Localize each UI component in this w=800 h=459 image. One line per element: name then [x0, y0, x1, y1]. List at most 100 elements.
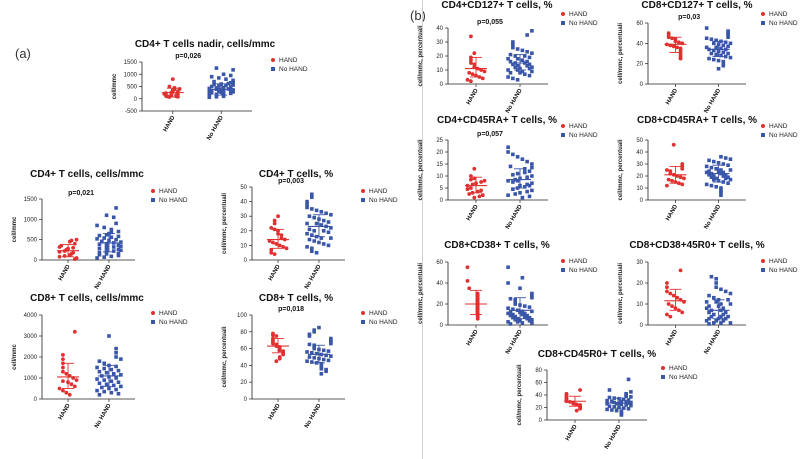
data-point-no-hand — [97, 393, 102, 397]
data-point-no-hand — [726, 298, 730, 302]
data-point-no-hand — [207, 95, 212, 100]
x-tick-label: No HAND — [304, 402, 323, 429]
data-point-hand — [72, 384, 77, 389]
data-point-no-hand — [530, 295, 534, 300]
x-tick-label: HAND — [665, 328, 679, 347]
data-point-no-hand — [525, 175, 529, 179]
data-point-no-hand — [513, 302, 518, 306]
data-point-no-hand — [312, 229, 316, 233]
data-point-no-hand — [726, 31, 730, 35]
data-point-hand — [666, 35, 671, 40]
data-point-no-hand — [522, 311, 527, 316]
chart-title: CD4+ T cells, % — [259, 169, 333, 180]
data-point-no-hand — [506, 145, 510, 149]
data-point-no-hand — [530, 293, 534, 298]
data-point-no-hand — [704, 45, 709, 50]
data-point-no-hand — [719, 186, 723, 190]
legend-label: HAND — [159, 310, 178, 317]
data-point-no-hand — [212, 79, 216, 84]
data-point-no-hand — [114, 237, 118, 242]
data-point-no-hand — [506, 193, 510, 197]
y-axis-label: cell/mmc, percentuali — [418, 263, 424, 324]
x-tick-label: HAND — [58, 402, 72, 421]
data-point-no-hand — [719, 193, 723, 197]
data-point-no-hand — [624, 403, 628, 407]
y-tick-label: 5 — [440, 186, 444, 192]
data-point-hand — [671, 44, 676, 49]
data-point-hand — [465, 265, 470, 270]
data-point-no-hand — [716, 58, 721, 63]
data-point-no-hand — [305, 359, 309, 363]
data-point-hand — [269, 225, 274, 230]
data-point-no-hand — [709, 314, 714, 319]
data-point-no-hand — [319, 372, 324, 376]
data-point-hand — [71, 245, 76, 250]
data-point-no-hand — [525, 189, 529, 194]
x-tick-label: No HAND — [505, 87, 524, 114]
data-point-no-hand — [619, 399, 624, 404]
data-point-no-hand — [527, 62, 532, 67]
data-point-no-hand — [530, 317, 534, 322]
y-tick-label: 25 — [436, 138, 443, 144]
y-axis-label: cell/mmc, percentuali — [618, 23, 624, 84]
data-point-no-hand — [119, 248, 123, 253]
data-point-no-hand — [310, 249, 314, 254]
data-point-hand — [61, 357, 65, 361]
x-tick-label: No HAND — [704, 203, 723, 230]
data-point-no-hand — [726, 29, 730, 33]
data-point-hand — [482, 69, 487, 74]
data-point-no-hand — [224, 83, 228, 88]
data-point-no-hand — [207, 90, 212, 95]
y-tick-label: 50 — [636, 138, 643, 144]
data-point-no-hand — [511, 312, 515, 317]
data-point-no-hand — [619, 413, 624, 417]
data-point-no-hand — [114, 364, 118, 369]
x-tick-label: No HAND — [206, 114, 225, 141]
legend-marker-no-hand — [661, 375, 665, 379]
data-point-no-hand — [228, 89, 233, 94]
data-point-no-hand — [707, 173, 711, 177]
data-point-no-hand — [116, 253, 121, 258]
data-point-no-hand — [312, 330, 316, 334]
data-point-hand — [69, 382, 74, 387]
chart-title: CD4+CD45RA+ T cells, % — [437, 115, 557, 126]
data-point-no-hand — [520, 157, 525, 161]
y-tick-label: 0 — [539, 418, 543, 424]
data-point-no-hand — [506, 75, 510, 79]
data-point-no-hand — [527, 315, 532, 320]
data-point-no-hand — [324, 211, 328, 216]
data-point-hand — [472, 62, 477, 67]
data-point-no-hand — [605, 407, 609, 412]
legend-marker-no-hand — [561, 21, 565, 25]
y-tick-label: 2000 — [24, 355, 38, 361]
legend-label: No HAND — [279, 66, 308, 73]
data-point-hand — [74, 378, 79, 382]
data-point-no-hand — [515, 47, 520, 51]
x-tick-label: No HAND — [604, 423, 623, 450]
data-point-no-hand — [207, 86, 212, 91]
data-point-hand — [665, 281, 669, 285]
data-point-no-hand — [104, 232, 109, 237]
data-point-no-hand — [97, 381, 102, 386]
x-tick-label: No HAND — [304, 263, 323, 290]
legend-label: HAND — [769, 11, 788, 18]
data-point-no-hand — [104, 248, 109, 252]
data-point-no-hand — [704, 164, 709, 169]
data-point-no-hand — [712, 48, 716, 53]
data-point-hand — [67, 253, 72, 258]
data-point-no-hand — [721, 162, 726, 166]
data-point-no-hand — [95, 365, 99, 370]
x-tick-label: HAND — [665, 203, 679, 222]
data-point-no-hand — [97, 242, 102, 247]
data-point-no-hand — [228, 91, 233, 96]
data-point-no-hand — [709, 274, 714, 279]
chart-4: CD8+ T cells, cells/mmc 0 1000 2000 3000 4000… — [12, 293, 188, 429]
data-point-no-hand — [326, 349, 331, 353]
data-point-no-hand — [726, 33, 730, 37]
data-point-no-hand — [231, 88, 235, 92]
legend-marker-no-hand — [561, 133, 565, 137]
data-point-no-hand — [329, 226, 333, 230]
data-point-no-hand — [530, 309, 534, 314]
y-tick-label: 10 — [636, 302, 643, 308]
data-point-no-hand — [114, 351, 118, 355]
